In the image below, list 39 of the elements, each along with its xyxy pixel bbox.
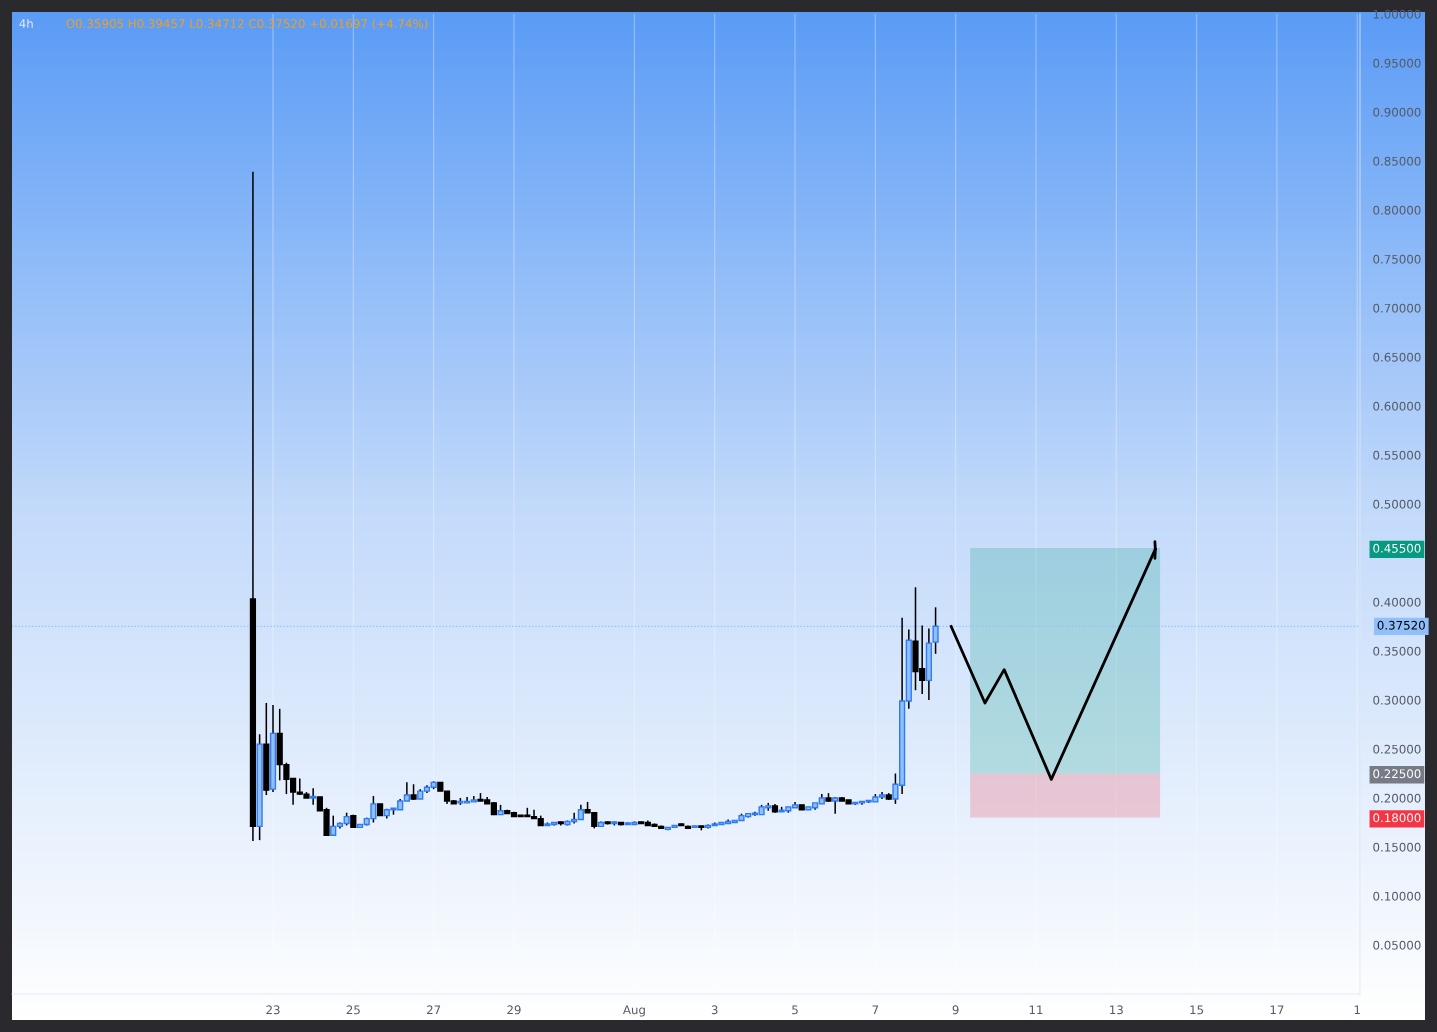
x-tick-label: 15	[1190, 1005, 1204, 1015]
y-tick-label: 0.50000	[1373, 499, 1421, 509]
y-tick-label: 0.85000	[1373, 156, 1421, 166]
y-tick-label: 0.55000	[1373, 450, 1421, 460]
y-tick-label: 0.80000	[1373, 205, 1421, 215]
y-tick-label: 0.95000	[1373, 58, 1421, 68]
x-tick-label: 1	[1354, 1005, 1360, 1015]
y-tick-label: 0.75000	[1373, 254, 1421, 264]
y-tick-label: 0.25000	[1373, 744, 1421, 754]
x-tick-label: 5	[792, 1005, 798, 1015]
x-tick-label: Aug	[622, 1005, 645, 1017]
y-tick-label: 0.45500	[1373, 543, 1421, 553]
x-tick-label: 13	[1110, 1005, 1123, 1015]
x-tick-label: 11	[1029, 1005, 1043, 1015]
y-tick-label: 0.10000	[1373, 891, 1421, 901]
x-tick-label: 25	[346, 1005, 360, 1015]
y-tick-label: 0.40000	[1373, 597, 1421, 607]
y-tick-label: 0.18000	[1373, 813, 1421, 823]
x-tick-label: 23	[266, 1005, 280, 1015]
ref-line-label: 0.37520	[1377, 620, 1425, 630]
x-tick-label: 9	[952, 1005, 959, 1015]
annotation: O0.35905 H0.39457 L0.34712 C0.37520 +0.01697 (+4.74%)	[66, 18, 428, 30]
y-tick-label: 0.70000	[1373, 303, 1421, 313]
y-tick-label: 0.15000	[1373, 842, 1421, 852]
x-tick-label: 27	[426, 1005, 441, 1015]
y-tick-label: 0.60000	[1373, 401, 1421, 411]
x-tick-label: 17	[1270, 1005, 1284, 1015]
y-tick-label: 1.00000	[1373, 9, 1421, 19]
chart-title: 4h	[19, 18, 33, 28]
x-tick-label: 3	[711, 1005, 718, 1015]
y-tick-label: 0.30000	[1373, 695, 1421, 705]
y-tick-label: 0.35000	[1373, 646, 1421, 656]
x-tick-label: 7	[872, 1005, 879, 1015]
y-tick-label: 0.22500	[1373, 769, 1421, 779]
y-tick-label: 0.65000	[1373, 352, 1421, 362]
y-tick-label: 0.20000	[1373, 793, 1421, 803]
y-tick-label: 0.05000	[1373, 940, 1421, 950]
x-tick-label: 29	[507, 1005, 521, 1015]
y-tick-label: 0.90000	[1373, 107, 1421, 117]
